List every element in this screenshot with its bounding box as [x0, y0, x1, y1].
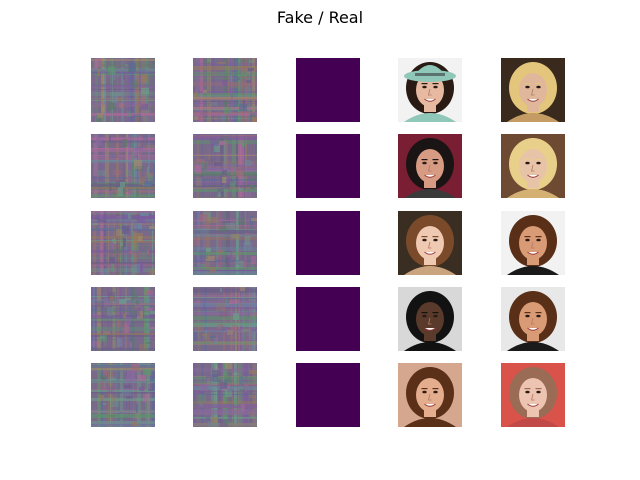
face-photo	[501, 58, 565, 122]
face-photo	[398, 287, 462, 351]
image-grid	[91, 58, 565, 427]
flat-purple-image	[296, 211, 360, 275]
face-photo	[398, 58, 462, 122]
flat-purple-image	[296, 58, 360, 122]
generated-noise-image	[91, 211, 155, 275]
generated-noise-image	[91, 58, 155, 122]
generated-noise-image	[91, 363, 155, 427]
generated-noise-image	[91, 287, 155, 351]
generated-noise-image	[193, 363, 257, 427]
flat-purple-image	[296, 287, 360, 351]
flat-purple-image	[296, 363, 360, 427]
generated-noise-image	[91, 134, 155, 198]
face-photo	[501, 211, 565, 275]
generated-noise-image	[193, 134, 257, 198]
face-photo	[398, 363, 462, 427]
face-photo	[501, 287, 565, 351]
generated-noise-image	[193, 287, 257, 351]
figure-title: Fake / Real	[276, 8, 364, 27]
flat-purple-image	[296, 134, 360, 198]
face-photo	[398, 134, 462, 198]
face-photo	[398, 211, 462, 275]
generated-noise-image	[193, 58, 257, 122]
generated-noise-image	[193, 211, 257, 275]
face-photo	[501, 363, 565, 427]
face-photo	[501, 134, 565, 198]
